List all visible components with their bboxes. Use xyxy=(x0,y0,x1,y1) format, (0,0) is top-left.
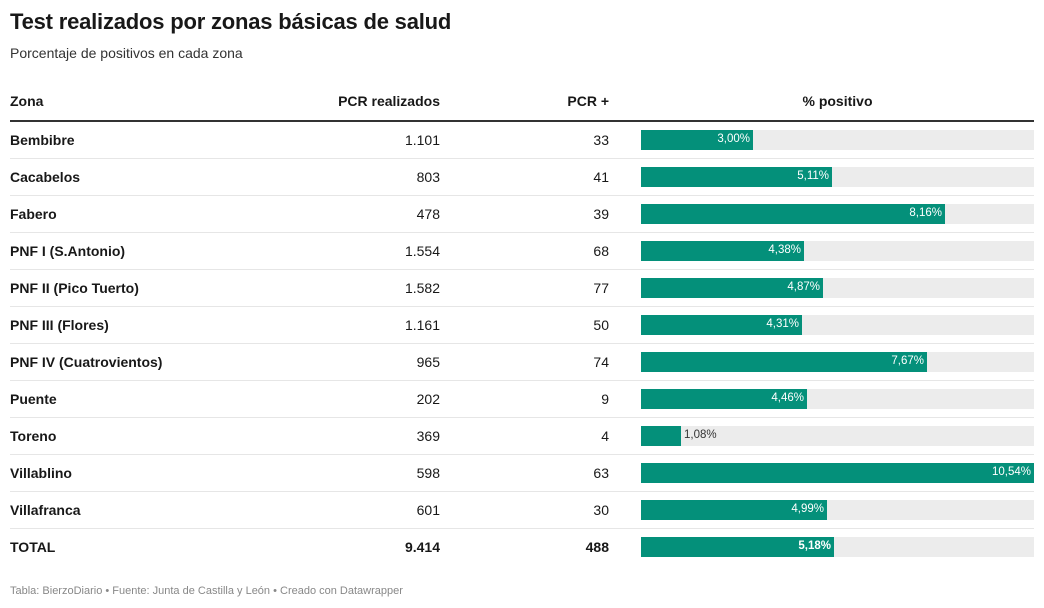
cell-pcr-positivos: 50 xyxy=(593,317,609,333)
bar-track: 7,67% xyxy=(641,352,1034,372)
bar-label: 5,11% xyxy=(797,170,829,182)
table-row: PNF I (S.Antonio) 1.554 68 4,38% xyxy=(10,233,1034,270)
table-row: Villafranca 601 30 4,99% xyxy=(10,492,1034,529)
bar-track: 4,87% xyxy=(641,278,1034,298)
cell-zona: Toreno xyxy=(10,428,57,444)
table-row: Fabero 478 39 8,16% xyxy=(10,196,1034,233)
bar-fill xyxy=(641,463,1034,483)
cell-pcr-realizados: 369 xyxy=(416,428,440,444)
cell-pcr-realizados: 598 xyxy=(416,465,440,481)
bar-track: 3,00% xyxy=(641,130,1034,150)
bar-track: 4,46% xyxy=(641,389,1034,409)
cell-zona: PNF I (S.Antonio) xyxy=(10,243,126,259)
cell-pcr-realizados: 803 xyxy=(416,169,440,185)
table-row: PNF III (Flores) 1.161 50 4,31% xyxy=(10,307,1034,344)
table-row: PNF II (Pico Tuerto) 1.582 77 4,87% xyxy=(10,270,1034,307)
bar-label: 4,38% xyxy=(768,244,801,256)
bar-fill xyxy=(641,278,823,298)
bar-label: 10,54% xyxy=(991,466,1031,478)
bar-fill xyxy=(641,130,753,150)
bar-label: 8,16% xyxy=(909,207,942,219)
cell-zona: PNF III (Flores) xyxy=(10,317,109,333)
footer-credits: Tabla: BierzoDiario • Fuente: Junta de C… xyxy=(10,585,403,597)
cell-pcr-positivos: 33 xyxy=(593,132,609,148)
cell-pcr-realizados: 1.101 xyxy=(404,132,440,148)
cell-pcr-realizados: 202 xyxy=(416,391,440,407)
header-porcentaje-positivo[interactable]: % positivo xyxy=(802,93,873,109)
cell-pcr-positivos: 9 xyxy=(601,391,609,407)
header-pcr-positivos[interactable]: PCR + xyxy=(567,93,609,109)
bar-fill xyxy=(641,389,807,409)
bar-label: 4,99% xyxy=(791,503,824,515)
bar-fill xyxy=(641,500,827,520)
bar-fill xyxy=(641,167,832,187)
bar-track: 10,54% xyxy=(641,463,1034,483)
bar-fill xyxy=(641,426,681,446)
bar-label: 3,00% xyxy=(717,133,750,145)
cell-pcr-positivos: 63 xyxy=(593,465,609,481)
bar-fill xyxy=(641,241,804,261)
cell-pcr-positivos: 488 xyxy=(585,539,609,555)
cell-zona: Villafranca xyxy=(10,502,81,518)
bar-track: 5,11% xyxy=(641,167,1034,187)
bar-track: 1,08% xyxy=(641,426,1034,446)
table-row: Toreno 369 4 1,08% xyxy=(10,418,1034,455)
chart-title: Test realizados por zonas básicas de sal… xyxy=(10,9,452,34)
bar-label: 4,87% xyxy=(787,281,820,293)
cell-zona: PNF II (Pico Tuerto) xyxy=(10,280,139,296)
cell-pcr-realizados: 9.414 xyxy=(404,539,440,555)
table-row: Cacabelos 803 41 5,11% xyxy=(10,159,1034,196)
bar-fill xyxy=(641,352,927,372)
cell-pcr-positivos: 30 xyxy=(593,502,609,518)
table-body: Bembibre 1.101 33 3,00% Cacabelos 803 41 5,11% F… xyxy=(10,122,1034,565)
cell-pcr-realizados: 601 xyxy=(416,502,440,518)
table-row: Bembibre 1.101 33 3,00% xyxy=(10,122,1034,159)
bar-fill xyxy=(641,315,802,335)
cell-zona: Bembibre xyxy=(10,132,75,148)
cell-pcr-positivos: 68 xyxy=(593,243,609,259)
bar-track: 4,38% xyxy=(641,241,1034,261)
cell-pcr-realizados: 1.554 xyxy=(404,243,440,259)
bar-label: 4,31% xyxy=(766,318,799,330)
bar-track: 5,18% xyxy=(641,537,1034,557)
bar-label: 7,67% xyxy=(891,355,924,367)
table-header: Zona PCR realizados PCR + % positivo xyxy=(10,84,1034,122)
bar-label: 4,46% xyxy=(771,392,804,404)
bar-track: 4,99% xyxy=(641,500,1034,520)
cell-pcr-positivos: 74 xyxy=(593,354,609,370)
cell-zona: Villablino xyxy=(10,465,72,481)
cell-zona: PNF IV (Cuatrovientos) xyxy=(10,354,163,370)
data-table: Zona PCR realizados PCR + % positivo Bem… xyxy=(10,84,1034,565)
cell-zona: TOTAL xyxy=(10,539,56,555)
cell-zona: Puente xyxy=(10,391,57,407)
bar-fill xyxy=(641,204,945,224)
table-row: Villablino 598 63 10,54% xyxy=(10,455,1034,492)
cell-pcr-positivos: 4 xyxy=(601,428,609,444)
bar-track: 8,16% xyxy=(641,204,1034,224)
cell-pcr-realizados: 1.582 xyxy=(404,280,440,296)
table-row: TOTAL 9.414 488 5,18% xyxy=(10,529,1034,565)
bar-label: 1,08% xyxy=(684,429,717,441)
cell-pcr-realizados: 1.161 xyxy=(404,317,440,333)
header-pcr-realizados[interactable]: PCR realizados xyxy=(338,93,440,109)
table-row: PNF IV (Cuatrovientos) 965 74 7,67% xyxy=(10,344,1034,381)
chart-subtitle: Porcentaje de positivos en cada zona xyxy=(10,45,243,61)
cell-pcr-positivos: 41 xyxy=(593,169,609,185)
cell-pcr-realizados: 965 xyxy=(416,354,440,370)
bar-fill xyxy=(641,537,834,557)
header-zona[interactable]: Zona xyxy=(10,93,44,109)
bar-track: 4,31% xyxy=(641,315,1034,335)
cell-zona: Fabero xyxy=(10,206,57,222)
cell-pcr-positivos: 39 xyxy=(593,206,609,222)
cell-pcr-realizados: 478 xyxy=(416,206,440,222)
table-row: Puente 202 9 4,46% xyxy=(10,381,1034,418)
cell-zona: Cacabelos xyxy=(10,169,81,185)
bar-label: 5,18% xyxy=(798,540,831,552)
cell-pcr-positivos: 77 xyxy=(593,280,609,296)
